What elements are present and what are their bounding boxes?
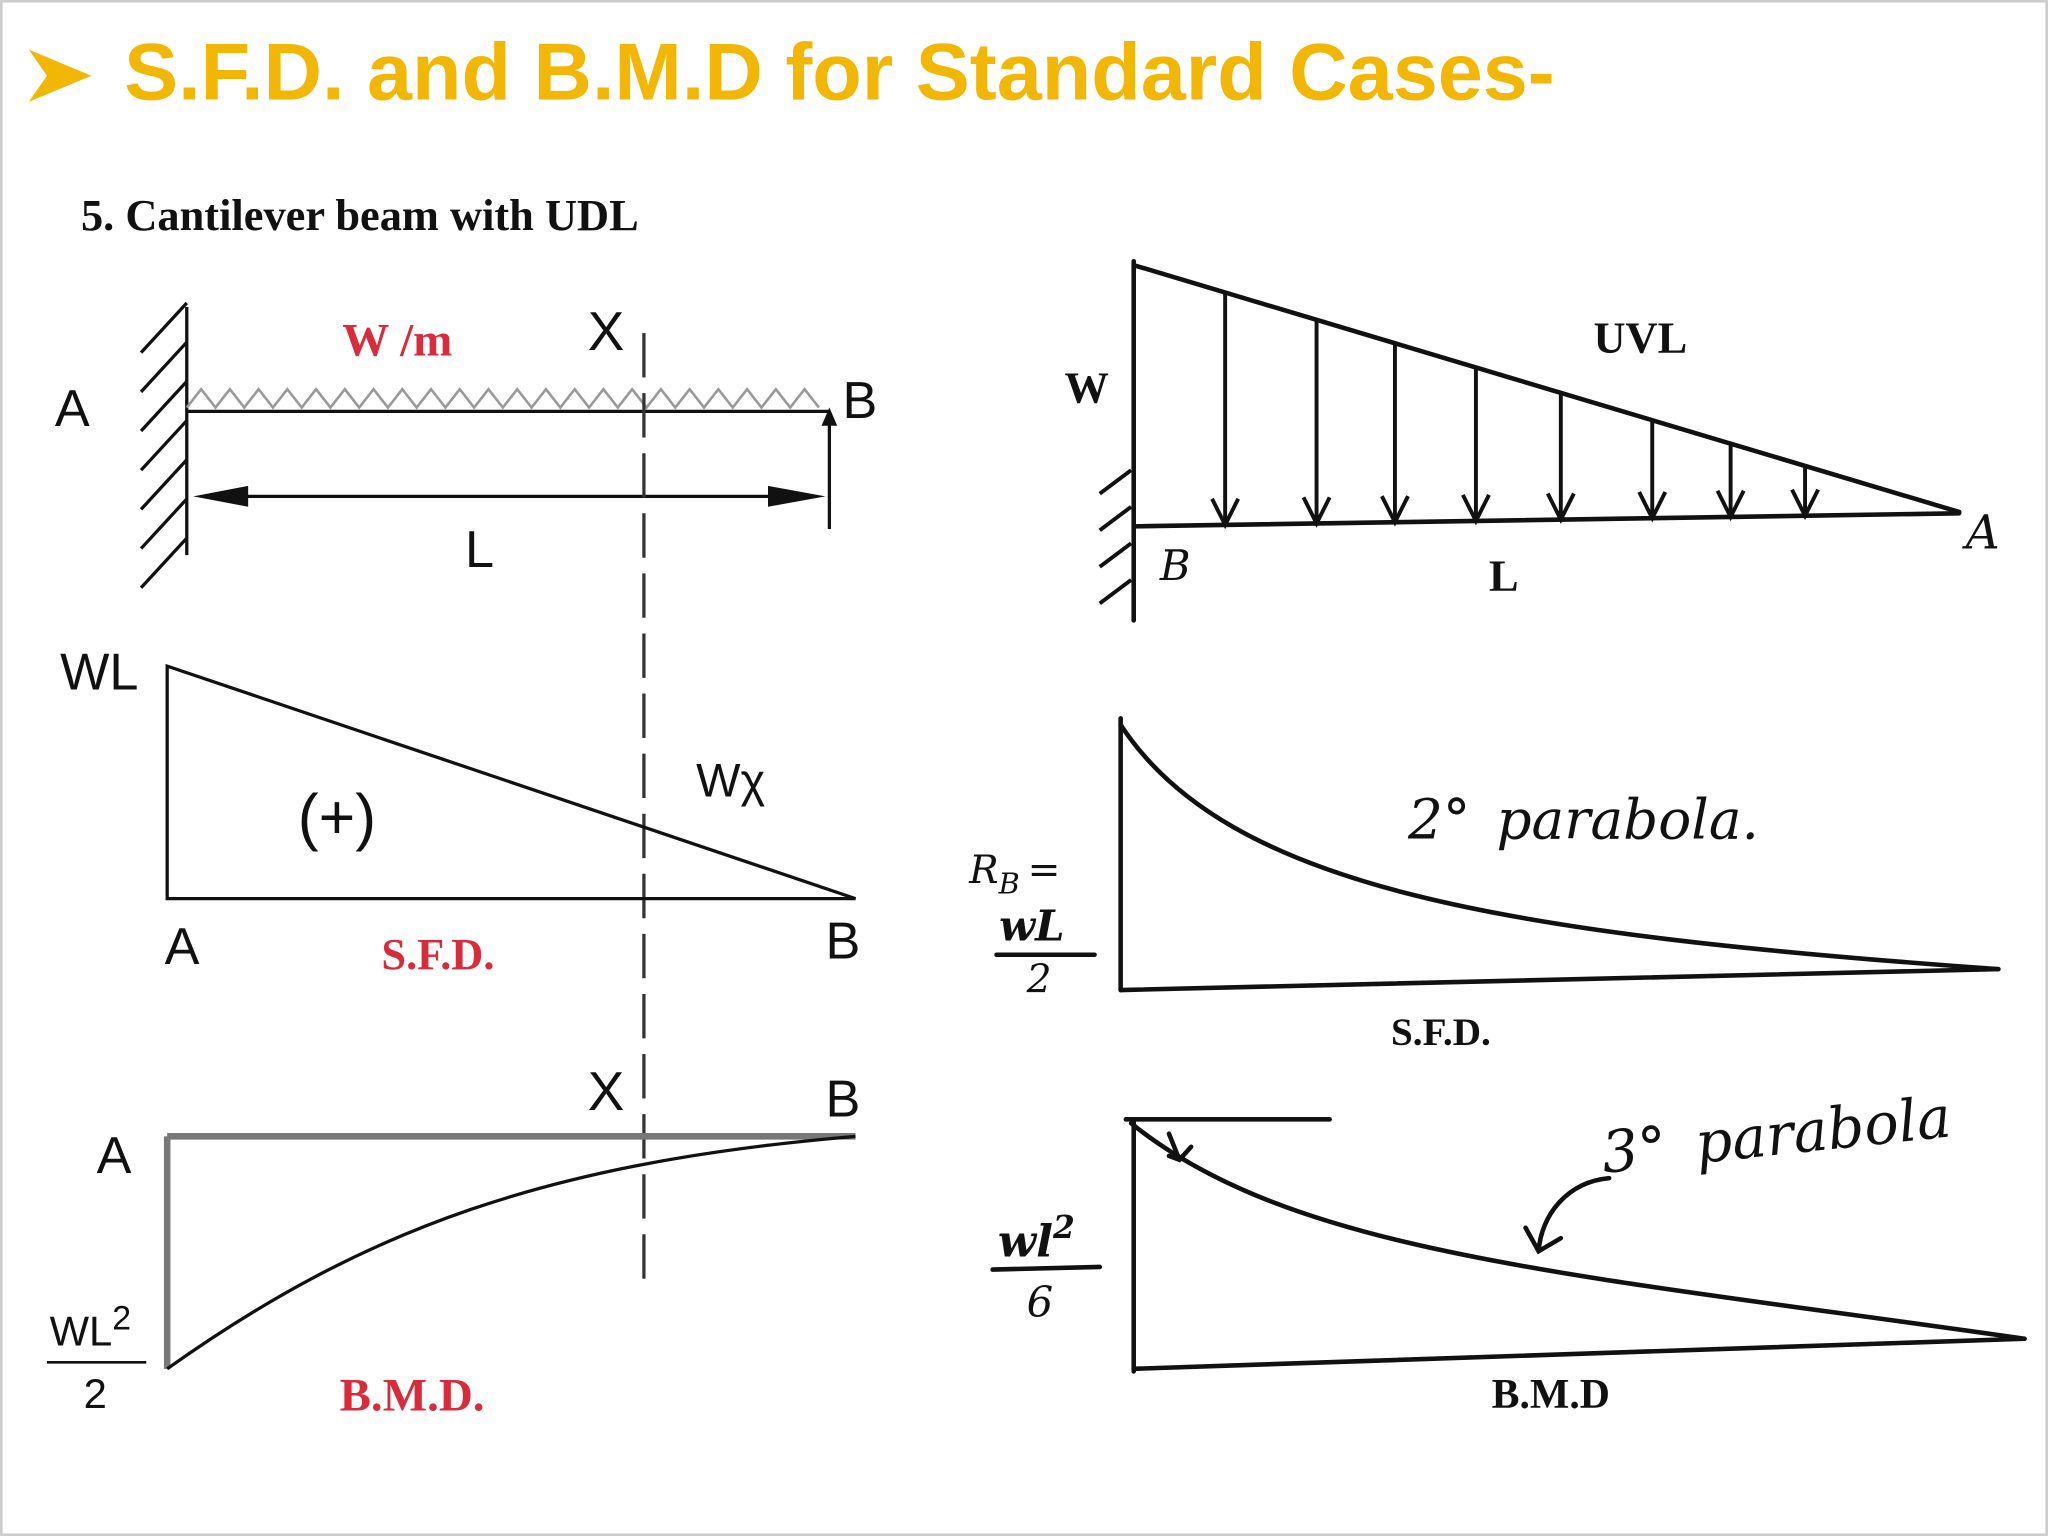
- relation: =: [1028, 848, 1061, 893]
- load-arrow: [1210, 292, 1240, 530]
- arrow-head: [768, 485, 826, 507]
- numerator-base: wl: [998, 1215, 1053, 1267]
- end-label: A: [97, 1127, 132, 1185]
- section-label: X: [588, 1060, 625, 1122]
- span-label: L: [465, 521, 494, 579]
- bmd-curve: [1128, 1120, 2027, 1342]
- wall: [139, 301, 189, 589]
- caption: S.F.D.: [1391, 1011, 1491, 1054]
- load-label: W /m: [342, 314, 452, 366]
- numerator: wl2: [998, 1210, 1075, 1267]
- symbol: R: [968, 848, 999, 893]
- load-arrow: [1715, 443, 1746, 522]
- hatch: [139, 537, 188, 589]
- hatch: [1098, 505, 1133, 532]
- load-arrow: [1301, 319, 1332, 528]
- caption: B.M.D.: [340, 1370, 485, 1422]
- subscript: B: [998, 866, 1020, 900]
- end-label: A: [165, 918, 200, 976]
- title: S.F.D. and B.M.D for Standard Cases-: [124, 27, 1555, 117]
- end-label: A: [1962, 506, 2000, 561]
- hatch: [139, 497, 188, 550]
- section-label: X: [588, 300, 625, 362]
- hatch: [139, 458, 188, 511]
- load-arrow: [1461, 367, 1491, 526]
- load-arrows: [1210, 292, 1820, 530]
- hatch: [139, 301, 188, 354]
- end-label: B: [825, 1071, 860, 1129]
- bmd-line: [1131, 1336, 2027, 1372]
- heading: 5. Cantilever beam with UDL: [81, 190, 639, 240]
- slope-mark: [1166, 1131, 1194, 1163]
- end-label: B: [842, 372, 877, 430]
- hatch: [1098, 468, 1133, 496]
- load-arrow: [1380, 343, 1410, 527]
- sign: (+): [298, 783, 376, 853]
- hatch: [139, 419, 188, 472]
- sfd-shape: [165, 663, 857, 901]
- caption: B.M.D: [1492, 1372, 1610, 1418]
- end-label: B: [1159, 541, 1191, 590]
- caption: S.F.D.: [381, 929, 494, 979]
- hatch: [1098, 578, 1133, 605]
- udl-load: [185, 387, 820, 410]
- beam: [1131, 511, 1962, 529]
- pointer-arrow: [1523, 1175, 1612, 1255]
- curve-label: 2° parabola.: [1407, 788, 1759, 852]
- arrow-head: [193, 485, 249, 507]
- curve-name: parabola.: [1496, 788, 1759, 852]
- bmd-max: WL2: [50, 1300, 132, 1355]
- load-arrow: [1546, 392, 1576, 524]
- sfd-base: [1118, 966, 2001, 993]
- exponent: 2: [1052, 1210, 1075, 1246]
- load-arrow: [1637, 420, 1668, 523]
- sfd-max: WL: [60, 644, 138, 702]
- denominator: 2: [84, 1370, 107, 1417]
- hatch: [1098, 541, 1133, 569]
- section-value: Wχ: [696, 754, 765, 807]
- numerator: WL: [50, 1307, 113, 1354]
- end-label: A: [55, 380, 90, 438]
- fraction-bar: [990, 1264, 1103, 1272]
- exponent: 2: [112, 1300, 131, 1338]
- arrow-head: [821, 407, 838, 426]
- bmd-curve: [166, 1134, 856, 1371]
- hatch: [139, 380, 188, 433]
- denominator: 6: [1027, 1278, 1054, 1327]
- hatch: [139, 341, 188, 393]
- bullet: [28, 49, 92, 102]
- wall: [1098, 258, 1136, 623]
- reaction: RB =: [968, 848, 1060, 900]
- end-label: B: [825, 913, 860, 971]
- order: 3°: [1598, 1113, 1670, 1186]
- load-type: UVL: [1593, 313, 1687, 363]
- load-max: W: [1064, 362, 1108, 412]
- numerator: wL: [999, 901, 1064, 950]
- sfd-curve: [1118, 722, 2001, 972]
- load-envelope: [1131, 262, 1962, 515]
- span-label: L: [1489, 550, 1519, 600]
- order: 2°: [1407, 788, 1470, 852]
- load-arrow: [1790, 465, 1820, 521]
- denominator: 2: [1026, 958, 1052, 1003]
